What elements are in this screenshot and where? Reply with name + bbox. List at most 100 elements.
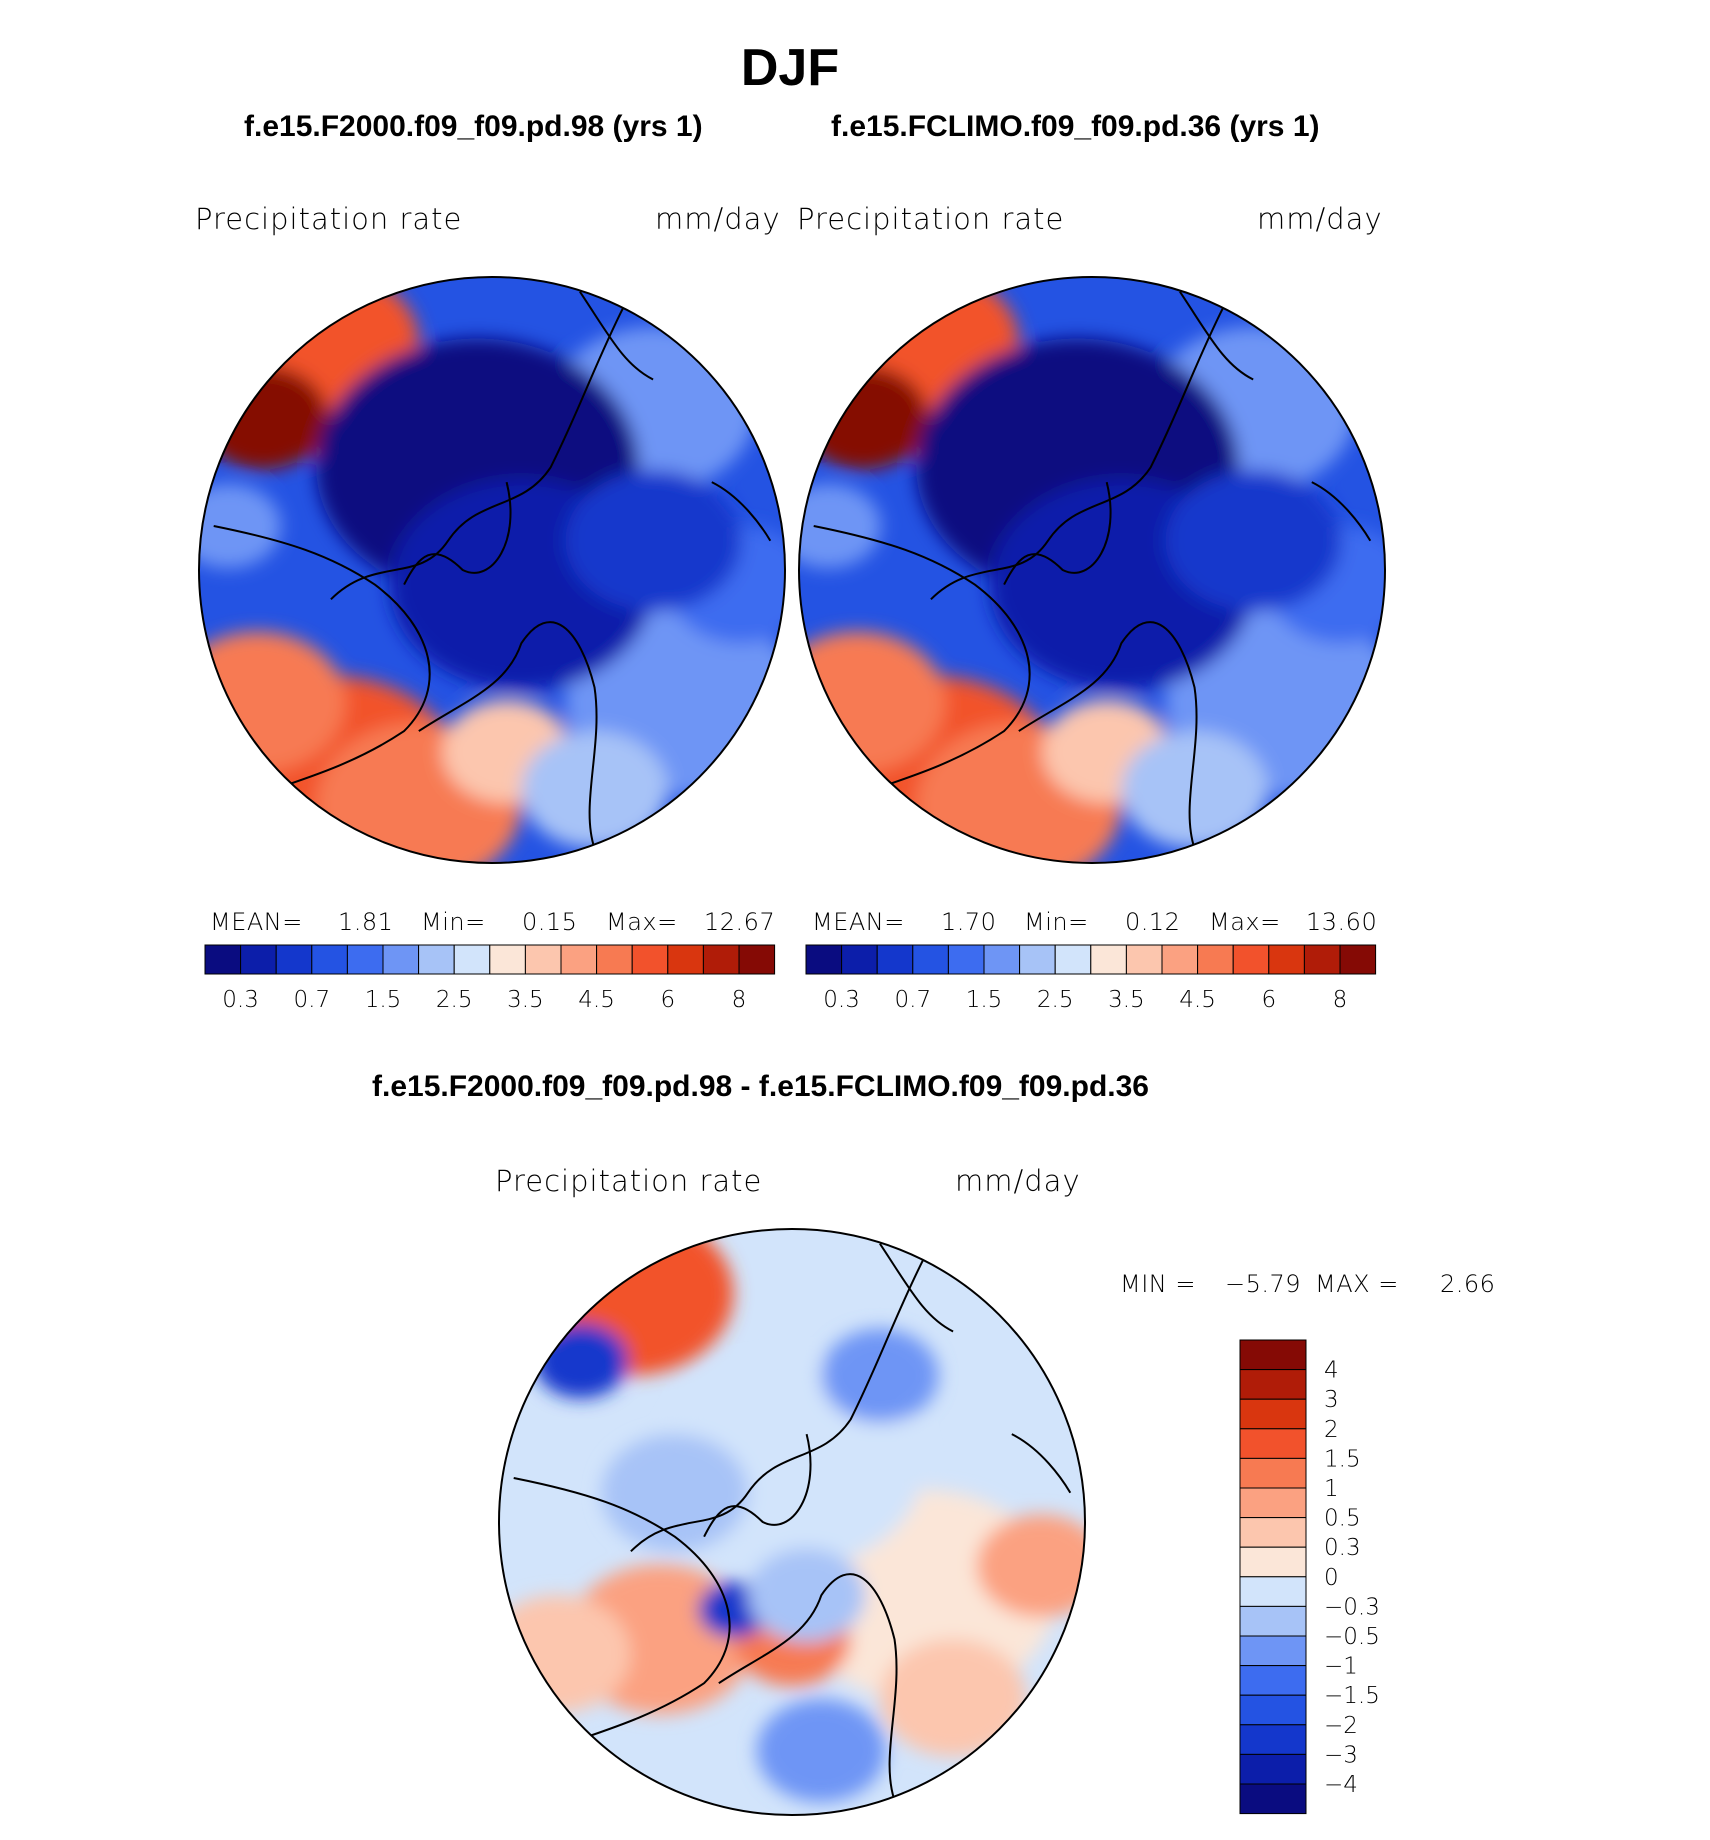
colorbar-segment bbox=[1239, 1428, 1307, 1459]
field-contour bbox=[756, 1698, 886, 1803]
colorbar-segment bbox=[1239, 1398, 1307, 1430]
colorbar-tick-label: −4 bbox=[1324, 1772, 1358, 1798]
colorbar-tick-label: −1.5 bbox=[1324, 1683, 1380, 1709]
colorbar-segment bbox=[1239, 1576, 1307, 1607]
panel-2-units-label: mm/day bbox=[1257, 202, 1383, 236]
colorbar-segment bbox=[1239, 1546, 1307, 1578]
panel-1-min-value: 0.15 bbox=[522, 908, 578, 936]
colorbar-tick-label: 1 bbox=[1324, 1476, 1339, 1502]
colorbar-tick-label: 1.5 bbox=[1324, 1446, 1361, 1472]
colorbar-tick-label: 2 bbox=[1324, 1417, 1339, 1443]
colorbar-tick-label: 6 bbox=[1261, 987, 1276, 1013]
polar-map-2 bbox=[799, 277, 1385, 863]
coastline bbox=[813, 525, 1031, 791]
colorbar-segment bbox=[876, 944, 914, 975]
colorbar-segment bbox=[1239, 1753, 1307, 1785]
panel-2-min-value: 0.12 bbox=[1125, 908, 1181, 936]
coastline bbox=[718, 1573, 898, 1801]
coastline bbox=[703, 1433, 812, 1538]
colorbar-segment bbox=[524, 944, 562, 975]
field-contour bbox=[199, 366, 328, 470]
colorbar-segment bbox=[346, 944, 384, 975]
colorbar-segment bbox=[1161, 944, 1199, 975]
panel-1-mean-label: MEAN= bbox=[210, 908, 303, 936]
coastline bbox=[1003, 481, 1112, 586]
panel-2-min-label: Min= bbox=[1024, 908, 1089, 936]
coastline bbox=[1311, 481, 1372, 542]
colorbar-segment bbox=[841, 944, 878, 975]
colorbar-tick-label: −2 bbox=[1324, 1713, 1358, 1739]
colorbar-segment bbox=[418, 944, 455, 975]
field-contour bbox=[976, 1514, 1085, 1618]
diff-min-value: −5.79 bbox=[1225, 1270, 1302, 1298]
colorbar-segment bbox=[1239, 1665, 1307, 1696]
map-boundary bbox=[498, 1228, 1086, 1816]
diff-variable-label: Precipitation rate bbox=[495, 1164, 763, 1198]
coastline bbox=[879, 1243, 954, 1333]
colorbar-1: 0.3 0.7 1.5 2.5 3.5 4.5 6 8 bbox=[204, 944, 776, 1013]
colorbar-segment bbox=[702, 944, 740, 975]
panel-1-case-title: f.e15.F2000.f09_f09.pd.98 (yrs 1) bbox=[244, 110, 703, 143]
panel-1-variable-label: Precipitation rate bbox=[195, 202, 463, 236]
coastline bbox=[213, 525, 431, 791]
colorbar-segment bbox=[596, 944, 633, 975]
diff-units-label: mm/day bbox=[955, 1164, 1081, 1198]
colorbar-segment bbox=[240, 944, 277, 975]
field-contour bbox=[199, 483, 282, 569]
colorbar-tick-label: 0.7 bbox=[294, 987, 331, 1013]
colorbar-segment bbox=[983, 944, 1021, 975]
colorbar-segment bbox=[275, 944, 313, 975]
colorbar-tick-label: 2.5 bbox=[1037, 987, 1074, 1013]
colorbar-tick-label: 8 bbox=[1333, 987, 1348, 1013]
field-contour bbox=[799, 483, 882, 569]
colorbar-segment bbox=[1239, 1605, 1307, 1637]
coastline bbox=[1018, 621, 1198, 849]
field-contour bbox=[799, 366, 928, 470]
colorbar-tick-label: −1 bbox=[1324, 1654, 1358, 1680]
map-boundary bbox=[798, 276, 1386, 864]
colorbar-segment bbox=[1239, 1694, 1307, 1726]
figure-title: DJF bbox=[740, 39, 840, 97]
colorbar-segment bbox=[1019, 944, 1056, 975]
field-contour bbox=[521, 731, 668, 849]
panel-1-units-label: mm/day bbox=[655, 202, 781, 236]
field-contour bbox=[879, 1639, 1027, 1757]
colorbar-tick-label: 0.7 bbox=[895, 987, 932, 1013]
colorbar-tick-label: −3 bbox=[1324, 1742, 1358, 1768]
colorbar-tick-label: 1.5 bbox=[966, 987, 1003, 1013]
colorbar-segment bbox=[311, 944, 348, 975]
colorbar-2: 0.3 0.7 1.5 2.5 3.5 4.5 6 8 bbox=[805, 944, 1377, 1013]
colorbar-tick-label: 8 bbox=[732, 987, 747, 1013]
field-contour bbox=[1165, 470, 1342, 612]
colorbar-segment bbox=[453, 944, 491, 975]
colorbar-segment bbox=[1125, 944, 1163, 975]
coastline bbox=[1011, 1433, 1072, 1494]
colorbar-segment bbox=[1239, 1635, 1307, 1667]
colorbar-segment bbox=[912, 944, 949, 975]
colorbar-tick-label: 0.3 bbox=[222, 987, 259, 1013]
polar-map-1 bbox=[199, 277, 785, 863]
colorbar-segment bbox=[382, 944, 420, 975]
colorbar-segment bbox=[1239, 1457, 1307, 1489]
colorbar-segment bbox=[631, 944, 669, 975]
panel-1-max-label: Max= bbox=[606, 908, 678, 936]
colorbar-segment bbox=[805, 944, 843, 975]
field-contour bbox=[748, 1548, 866, 1643]
panel-2-mean-label: MEAN= bbox=[812, 908, 905, 936]
colorbar-tick-label: 0 bbox=[1324, 1565, 1339, 1591]
field-contour bbox=[821, 1328, 939, 1423]
colorbar-segment bbox=[1232, 944, 1270, 975]
colorbar-segment bbox=[560, 944, 598, 975]
panel-2-mean-value: 1.70 bbox=[941, 908, 997, 936]
coastline bbox=[1179, 291, 1254, 381]
colorbar-tick-label: 4 bbox=[1324, 1358, 1339, 1384]
diff-min-label: MIN = bbox=[1120, 1270, 1196, 1298]
colorbar-segment bbox=[1303, 944, 1341, 975]
coastline bbox=[630, 1257, 925, 1553]
field-contour bbox=[499, 1595, 631, 1713]
colorbar-segment bbox=[1090, 944, 1127, 975]
colorbar-tick-label: 0.5 bbox=[1324, 1506, 1361, 1532]
colorbar-segment bbox=[1268, 944, 1305, 975]
coastline bbox=[330, 305, 625, 601]
